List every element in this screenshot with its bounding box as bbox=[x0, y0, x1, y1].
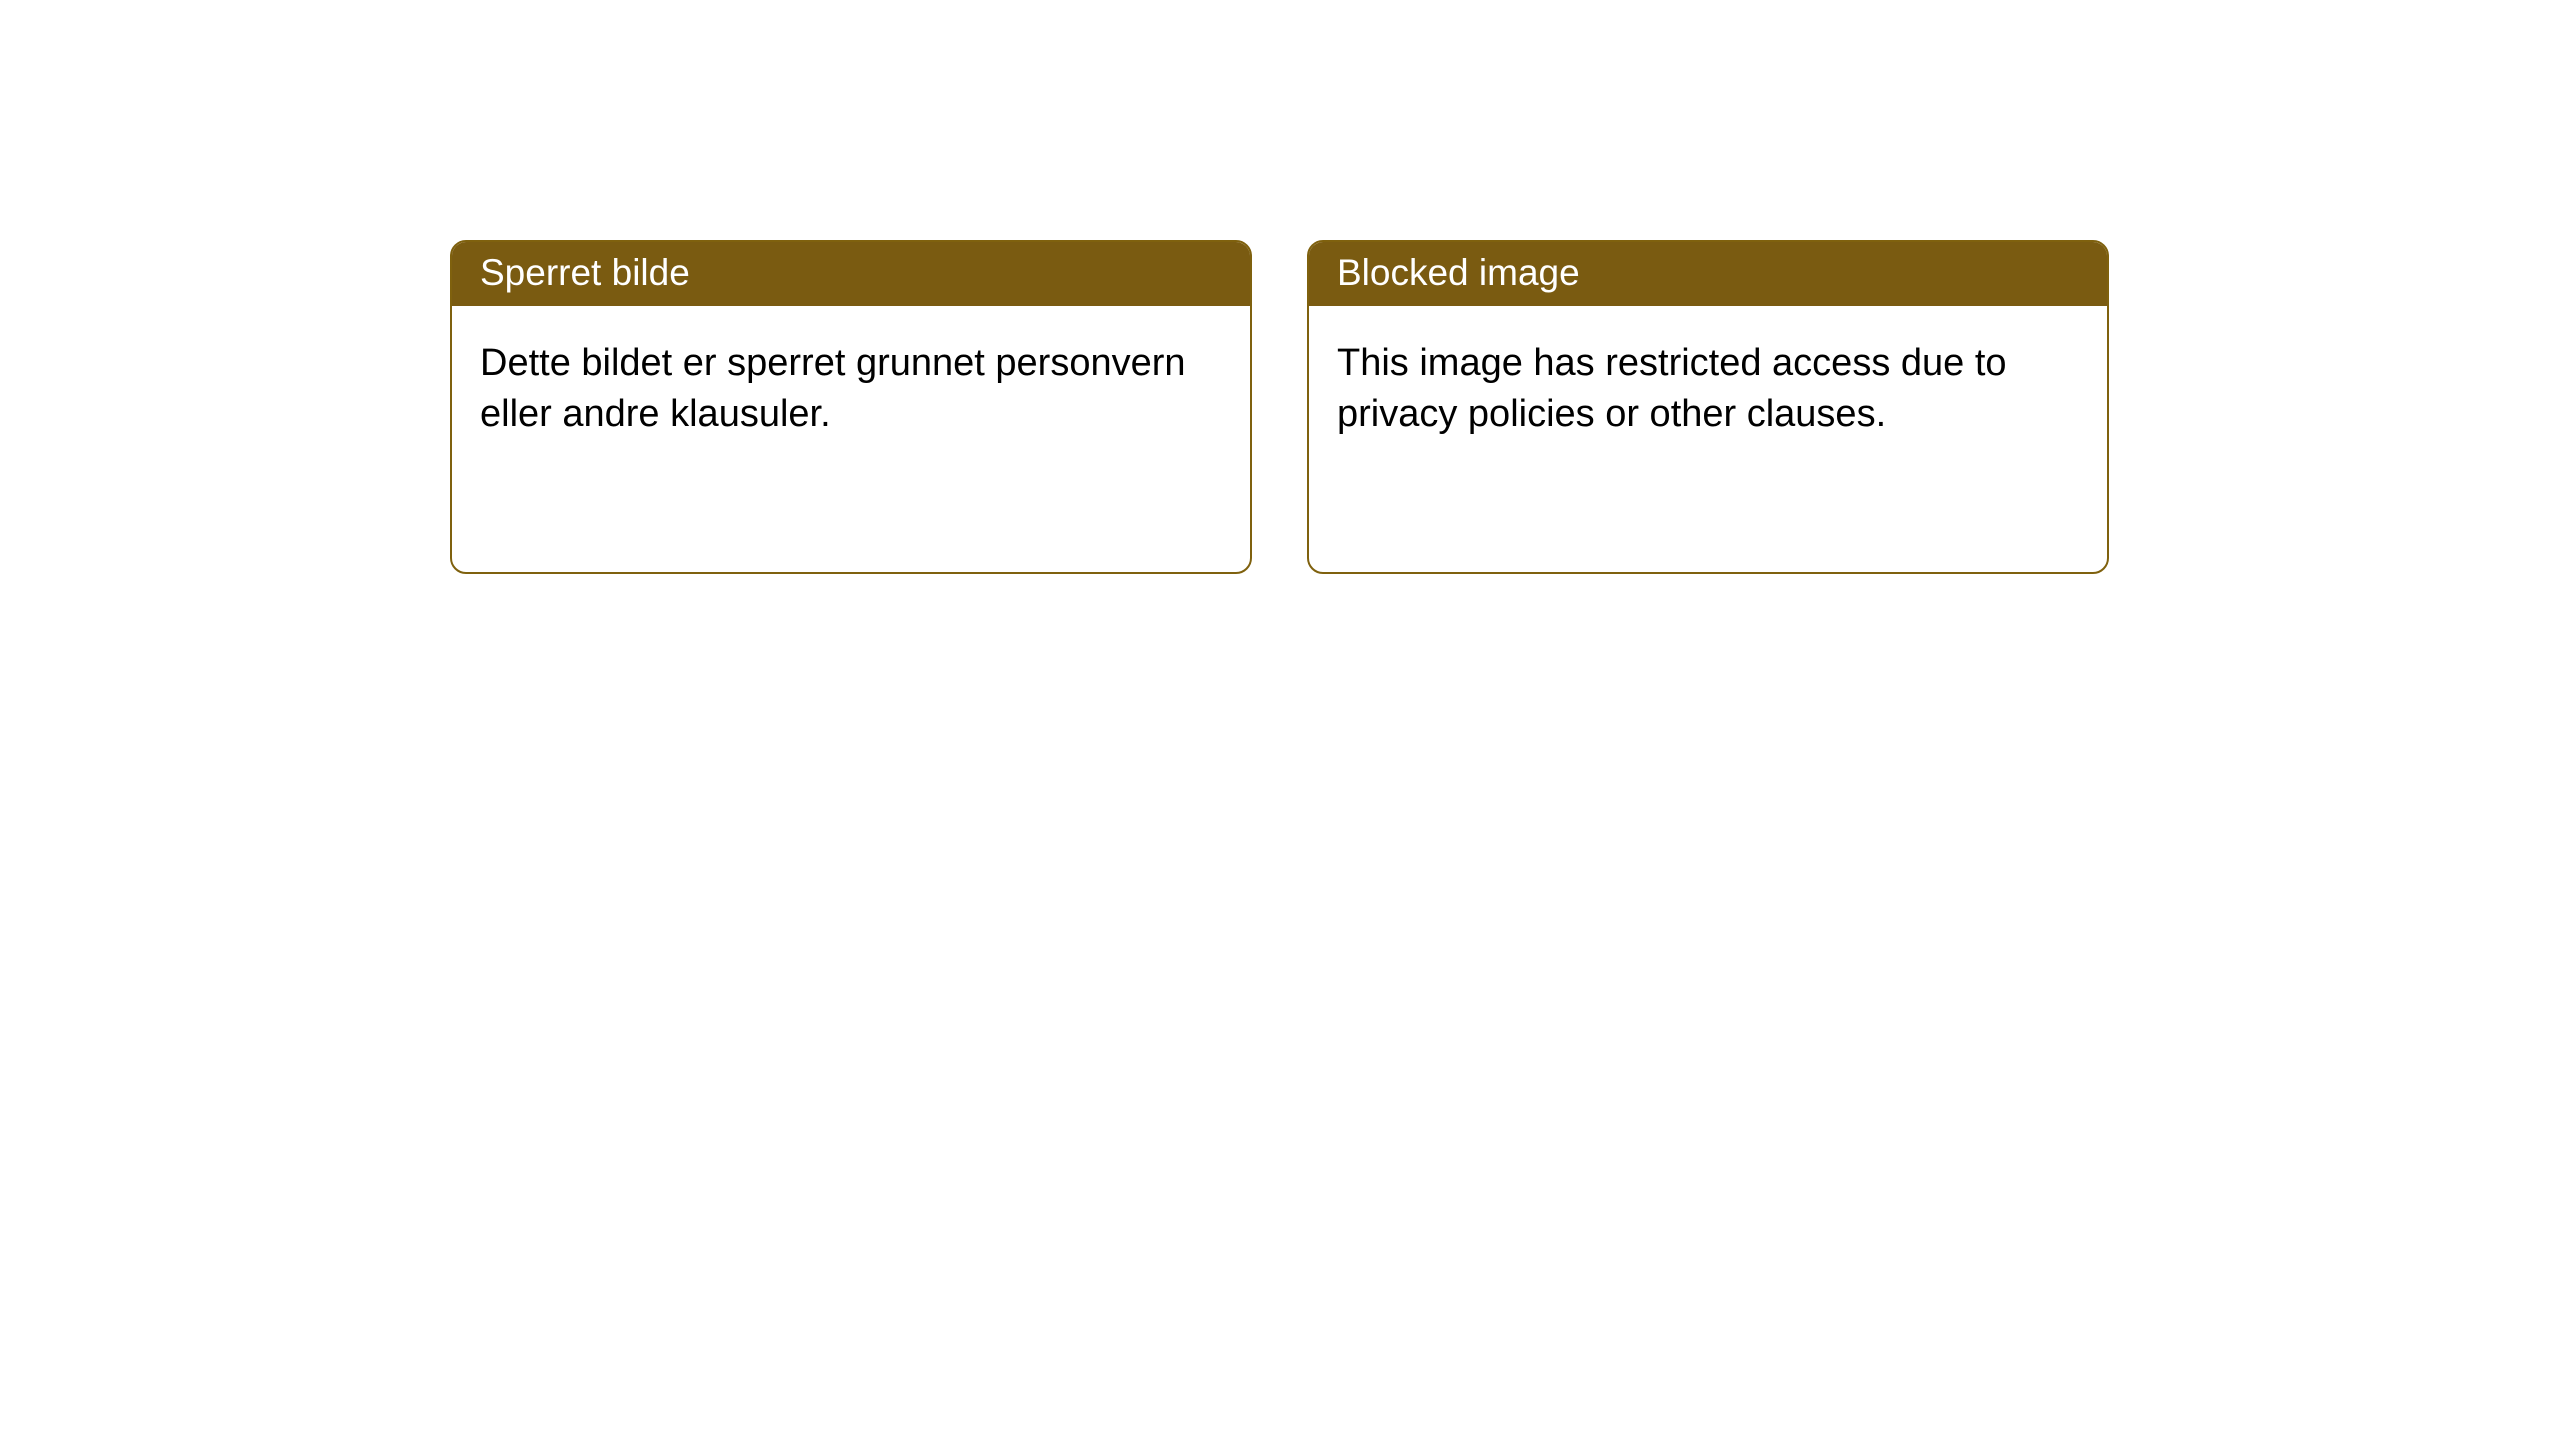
notice-body: Dette bildet er sperret grunnet personve… bbox=[452, 306, 1250, 473]
notice-card-english: Blocked image This image has restricted … bbox=[1307, 240, 2109, 574]
notice-body: This image has restricted access due to … bbox=[1309, 306, 2107, 473]
notice-header: Sperret bilde bbox=[452, 242, 1250, 306]
notice-container: Sperret bilde Dette bildet er sperret gr… bbox=[450, 240, 2109, 574]
notice-header: Blocked image bbox=[1309, 242, 2107, 306]
notice-card-norwegian: Sperret bilde Dette bildet er sperret gr… bbox=[450, 240, 1252, 574]
